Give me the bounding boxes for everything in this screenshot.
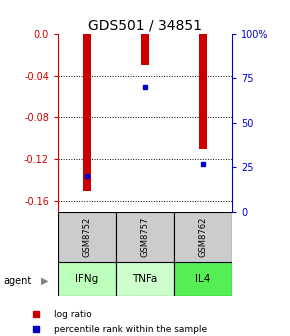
Bar [116, 262, 174, 296]
Bar [141, 34, 149, 65]
Title: GDS501 / 34851: GDS501 / 34851 [88, 18, 202, 33]
Text: agent: agent [3, 276, 31, 286]
Text: GSM8752: GSM8752 [82, 217, 92, 257]
Bar [174, 212, 232, 262]
Bar [58, 212, 116, 262]
Bar [199, 34, 207, 149]
Bar [116, 212, 174, 262]
Text: ▶: ▶ [41, 276, 48, 286]
Text: IFNg: IFNg [75, 274, 99, 284]
Text: percentile rank within the sample: percentile rank within the sample [54, 325, 207, 334]
Text: TNFa: TNFa [132, 274, 158, 284]
Text: GSM8762: GSM8762 [198, 217, 208, 257]
Bar [174, 262, 232, 296]
Bar [58, 262, 116, 296]
Bar [83, 34, 91, 191]
Text: IL4: IL4 [195, 274, 211, 284]
Text: log ratio: log ratio [54, 310, 91, 319]
Text: GSM8757: GSM8757 [140, 217, 150, 257]
